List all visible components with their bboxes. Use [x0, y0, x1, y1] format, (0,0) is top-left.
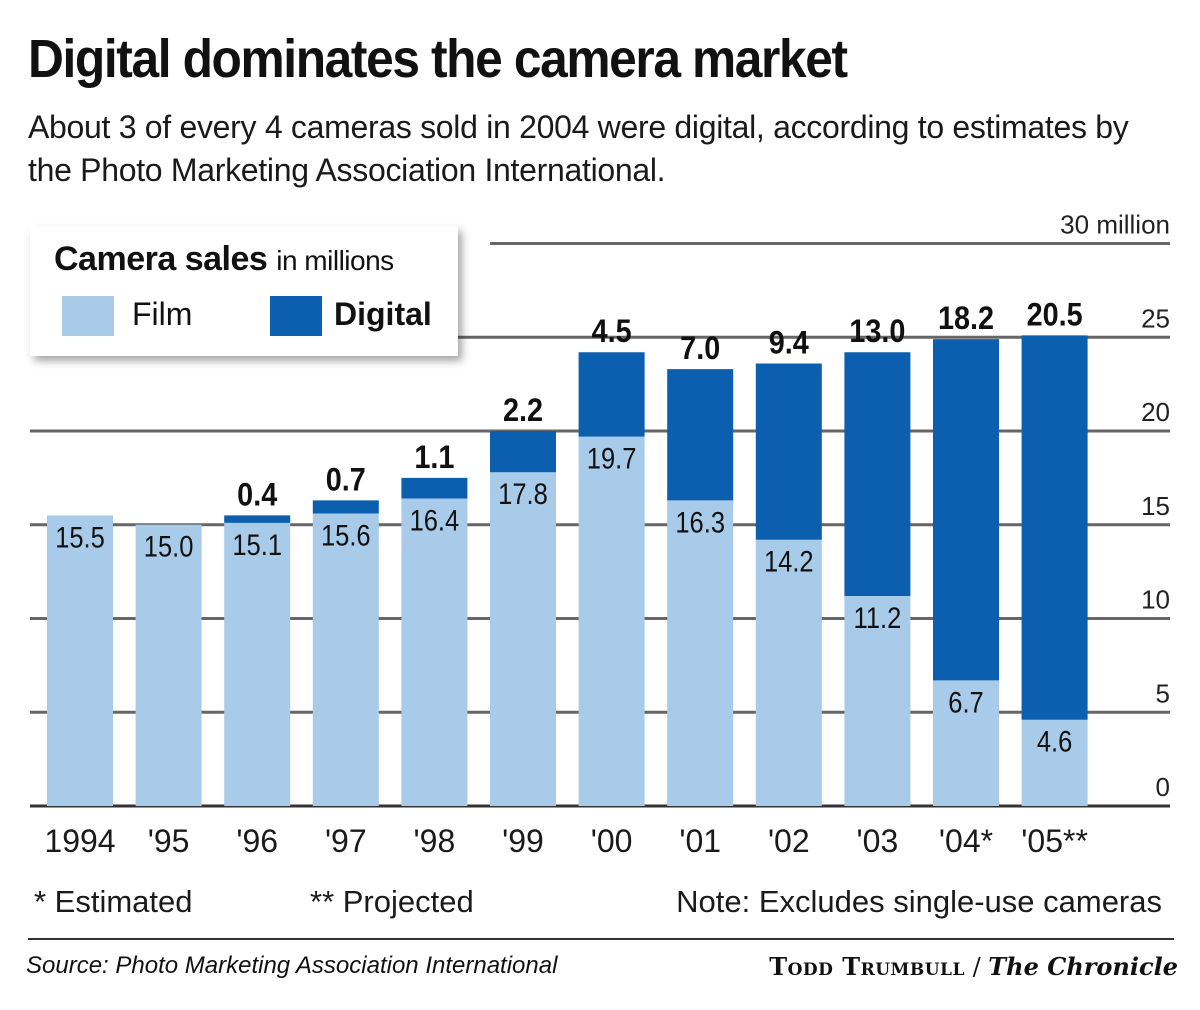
x-tick-label: '04*	[939, 823, 993, 859]
bar-digital	[844, 352, 911, 596]
credit: Todd Trumbull / The Chronicle	[769, 952, 1178, 981]
digital-value-label: 0.7	[326, 462, 366, 498]
film-value-label: 15.6	[321, 519, 371, 552]
film-value-label: 19.7	[587, 442, 637, 475]
y-tick-label: 20	[1141, 397, 1170, 427]
digital-value-label: 0.4	[237, 477, 277, 513]
x-tick-label: '96	[236, 823, 278, 859]
footnote-note: Note: Excludes single-use cameras	[676, 884, 1162, 919]
legend-title-suffix: in millions	[276, 245, 394, 276]
film-value-label: 14.2	[764, 545, 814, 578]
bar-digital	[1021, 335, 1088, 720]
bar-film	[490, 472, 556, 806]
film-value-label: 15.0	[144, 530, 194, 563]
footnote-estimated: * Estimated	[34, 884, 193, 919]
bar-film	[844, 596, 911, 806]
bar-film	[578, 436, 645, 806]
divider	[28, 938, 1174, 940]
digital-value-label: 4.5	[592, 314, 632, 350]
bar-film	[312, 513, 379, 806]
bar-digital	[312, 500, 379, 514]
x-tick-label: '98	[414, 823, 456, 859]
digital-value-label: 9.4	[769, 325, 809, 361]
legend-label-digital: Digital	[334, 296, 432, 332]
legend-title-main: Camera sales	[54, 240, 268, 278]
source: Source: Photo Marketing Association Inte…	[26, 952, 558, 979]
credit-name: Todd Trumbull	[769, 952, 965, 981]
x-tick-label: '03	[857, 823, 899, 859]
x-tick-label: '02	[768, 823, 810, 859]
bar-digital	[401, 477, 468, 499]
bar-digital	[933, 339, 999, 681]
digital-value-label: 13.0	[849, 314, 905, 350]
y-tick-label: 10	[1141, 585, 1170, 615]
bar-film	[135, 524, 202, 806]
digital-value-label: 18.2	[938, 301, 994, 337]
footnote-projected: ** Projected	[310, 884, 474, 919]
chart-title: Digital dominates the camera market	[28, 29, 848, 89]
chart-subtitle: About 3 of every 4 cameras sold in 2004 …	[28, 109, 1129, 188]
legend: Camera sales in millions Film Digital	[30, 226, 458, 356]
legend-label-film: Film	[132, 296, 193, 332]
digital-value-label: 7.0	[680, 331, 720, 367]
digital-value-label: 20.5	[1027, 297, 1083, 333]
film-value-label: 15.5	[55, 520, 105, 553]
bar-digital	[490, 431, 556, 473]
y-tick-label: 25	[1141, 303, 1170, 333]
film-value-label: 16.4	[410, 504, 460, 537]
bar-digital	[224, 515, 291, 523]
bar-digital	[578, 352, 645, 437]
legend-swatch-digital	[270, 296, 322, 336]
bar-film	[1021, 719, 1088, 806]
digital-value-label: 2.2	[503, 393, 543, 429]
bar-film	[667, 500, 734, 806]
bar-digital	[667, 369, 734, 501]
y-tick-label: 5	[1156, 678, 1170, 708]
credit-separator: /	[964, 953, 989, 981]
y-tick-label: 15	[1141, 491, 1170, 521]
x-tick-label: 1994	[44, 823, 115, 859]
credit-publication: The Chronicle	[988, 952, 1178, 981]
x-tick-label: '01	[679, 823, 721, 859]
y-tick-label: 0	[1156, 772, 1170, 802]
bar-digital	[755, 363, 822, 540]
bar-film	[755, 539, 822, 806]
y-tick-label: 30 million	[1060, 210, 1170, 240]
digital-value-label: 1.1	[414, 439, 454, 475]
bar-film	[401, 498, 468, 806]
legend-swatch-film	[62, 296, 114, 336]
film-value-label: 17.8	[498, 477, 548, 510]
legend-title: Camera sales in millions	[54, 240, 394, 279]
film-value-label: 6.7	[948, 685, 983, 718]
film-value-label: 15.1	[232, 528, 282, 561]
bar-film	[224, 522, 291, 806]
bar-film	[47, 515, 113, 806]
x-tick-label: '00	[591, 823, 633, 859]
film-value-label: 11.2	[854, 601, 902, 634]
x-tick-label: '97	[325, 823, 367, 859]
x-tick-label: '99	[502, 823, 544, 859]
x-tick-label: '05**	[1021, 823, 1088, 859]
bar-film	[933, 680, 999, 806]
x-tick-label: '95	[148, 823, 190, 859]
film-value-label: 4.6	[1037, 725, 1072, 758]
film-value-label: 16.3	[675, 505, 725, 538]
